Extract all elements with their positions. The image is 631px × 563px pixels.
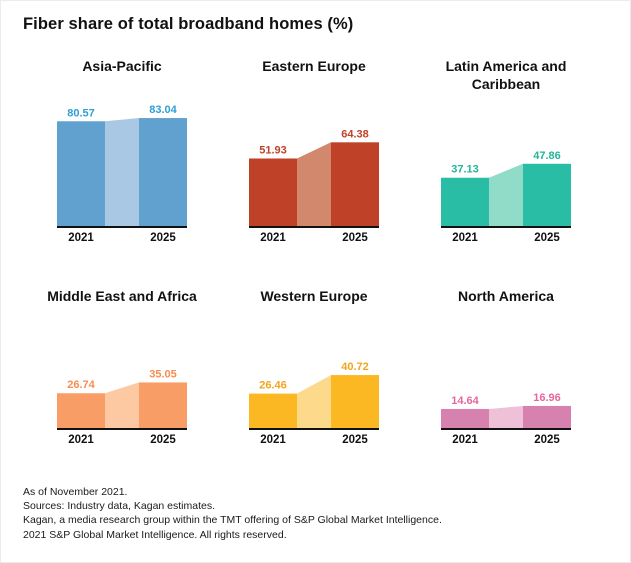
region-chart-eastern-europe: Eastern Europe 51.93 64.38 2021 2025 — [229, 58, 399, 244]
area-fill — [489, 163, 523, 226]
region-chart-asia-pacific: Asia-Pacific 80.57 83.04 2021 2025 — [37, 58, 207, 244]
tick-label-2025: 2025 — [150, 232, 176, 244]
tick-label-2025: 2025 — [342, 232, 368, 244]
value-label-2025: 35.05 — [149, 368, 177, 380]
tick-label-2021: 2021 — [68, 434, 94, 446]
bar-2025 — [523, 405, 571, 428]
chart-plot: 14.64 16.96 — [441, 392, 571, 430]
value-label-2021: 26.74 — [67, 379, 95, 391]
area-fill — [297, 375, 331, 428]
chart-plot: 51.93 64.38 — [249, 128, 379, 228]
tick-label-2021: 2021 — [260, 434, 286, 446]
chart-row-top: Asia-Pacific 80.57 83.04 2021 2025 Easter… — [1, 58, 630, 244]
chart-title: Eastern Europe — [262, 58, 366, 74]
bar-2021 — [249, 393, 297, 428]
bar-2021 — [441, 177, 489, 226]
chart-plot: 26.46 40.72 — [249, 361, 379, 430]
x-axis-line — [57, 428, 187, 430]
tick-label-2025: 2025 — [534, 434, 560, 446]
area-fill — [105, 118, 139, 226]
x-axis-line — [249, 226, 379, 228]
bar-2025 — [139, 118, 187, 226]
region-chart-north-america: North America 14.64 16.96 2021 2025 — [421, 288, 591, 446]
value-label-2021: 37.13 — [451, 164, 479, 176]
x-axis-line — [57, 226, 187, 228]
chart-title: Latin America and Caribbean — [445, 58, 567, 92]
x-axis-labels: 2021 2025 — [249, 434, 379, 446]
chart-title: Western Europe — [260, 288, 368, 304]
bar-2025 — [523, 163, 571, 226]
value-label-2025: 16.96 — [533, 392, 561, 404]
x-axis-line — [441, 226, 571, 228]
bar-2025 — [139, 382, 187, 428]
value-label-2021: 14.64 — [451, 395, 479, 407]
x-axis-labels: 2021 2025 — [441, 232, 571, 244]
chart-title: Middle East and Africa — [47, 288, 197, 304]
bar-2021 — [441, 408, 489, 428]
area-fill — [489, 405, 523, 428]
chart-row-bottom: Middle East and Africa 26.74 35.05 2021 2… — [1, 288, 630, 446]
bar-2025 — [331, 375, 379, 428]
x-axis-labels: 2021 2025 — [441, 434, 571, 446]
value-label-2021: 26.46 — [259, 380, 287, 392]
tick-label-2025: 2025 — [534, 232, 560, 244]
value-label-2025: 47.86 — [533, 150, 561, 162]
x-axis-labels: 2021 2025 — [249, 232, 379, 244]
x-axis-line — [249, 428, 379, 430]
bar-2021 — [57, 393, 105, 428]
value-label-2025: 64.38 — [341, 128, 369, 140]
tick-label-2021: 2021 — [260, 232, 286, 244]
chart-plot: 80.57 83.04 — [57, 104, 187, 228]
region-chart-western-europe: Western Europe 26.46 40.72 2021 2025 — [229, 288, 399, 446]
tick-label-2021: 2021 — [68, 232, 94, 244]
footer-line-sources: Sources: Industry data, Kagan estimates. — [23, 500, 216, 513]
footer: As of November 2021. Sources: Industry d… — [23, 485, 630, 542]
footer-line-kagan: Kagan, a media research group within the… — [23, 514, 442, 527]
region-chart-latin-america-caribbean: Latin America and Caribbean 37.13 47.86 2… — [421, 58, 591, 244]
bar-2021 — [249, 158, 297, 226]
chart-plot: 37.13 47.86 — [441, 150, 571, 228]
value-label-2025: 40.72 — [341, 361, 369, 373]
x-axis-labels: 2021 2025 — [57, 232, 187, 244]
chart-title: Asia-Pacific — [82, 58, 162, 74]
x-axis-labels: 2021 2025 — [57, 434, 187, 446]
page-title: Fiber share of total broadband homes (%) — [23, 15, 354, 33]
bar-2025 — [331, 142, 379, 226]
area-fill — [297, 142, 331, 226]
value-label-2021: 80.57 — [67, 107, 95, 119]
value-label-2021: 51.93 — [259, 144, 287, 156]
tick-label-2025: 2025 — [150, 434, 176, 446]
value-label-2025: 83.04 — [149, 104, 177, 116]
footer-line-copyright: 2021 S&P Global Market Intelligence. All… — [23, 528, 287, 541]
x-axis-line — [441, 428, 571, 430]
tick-label-2021: 2021 — [452, 434, 478, 446]
region-chart-middle-east-africa: Middle East and Africa 26.74 35.05 2021 2… — [37, 288, 207, 446]
area-fill — [105, 382, 139, 428]
tick-label-2021: 2021 — [452, 232, 478, 244]
chart-title: North America — [458, 288, 554, 304]
tick-label-2025: 2025 — [342, 434, 368, 446]
bar-2021 — [57, 121, 105, 226]
chart-plot: 26.74 35.05 — [57, 368, 187, 430]
footer-line-as-of: As of November 2021. — [23, 486, 128, 498]
